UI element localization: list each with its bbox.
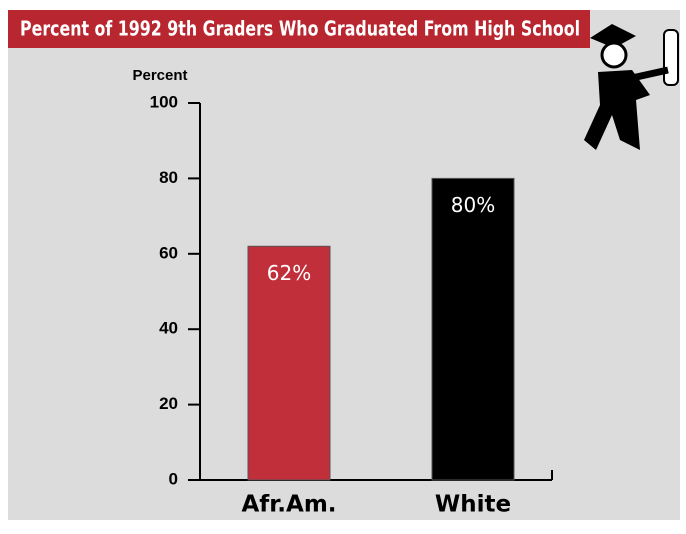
y-tick-label: 20: [159, 394, 178, 413]
title-banner: [8, 10, 590, 48]
x-tick-label: White: [435, 492, 511, 518]
y-tick-label: 0: [169, 469, 178, 488]
y-tick-label: 80: [159, 168, 178, 187]
x-tick-label: Afr.Am.: [241, 492, 336, 518]
chart-title: Percent of 1992 9th Graders Who Graduate…: [20, 17, 580, 41]
value-label: 80%: [451, 193, 495, 217]
y-tick-label: 40: [159, 319, 178, 338]
y-axis-label: Percent: [132, 67, 187, 84]
y-tick-label: 100: [150, 92, 178, 111]
bar: [431, 177, 515, 481]
graduate-icon: [584, 24, 679, 150]
value-label: 62%: [267, 261, 311, 285]
y-tick-label: 60: [159, 243, 178, 262]
panel: [8, 10, 680, 520]
bar: [247, 245, 331, 481]
